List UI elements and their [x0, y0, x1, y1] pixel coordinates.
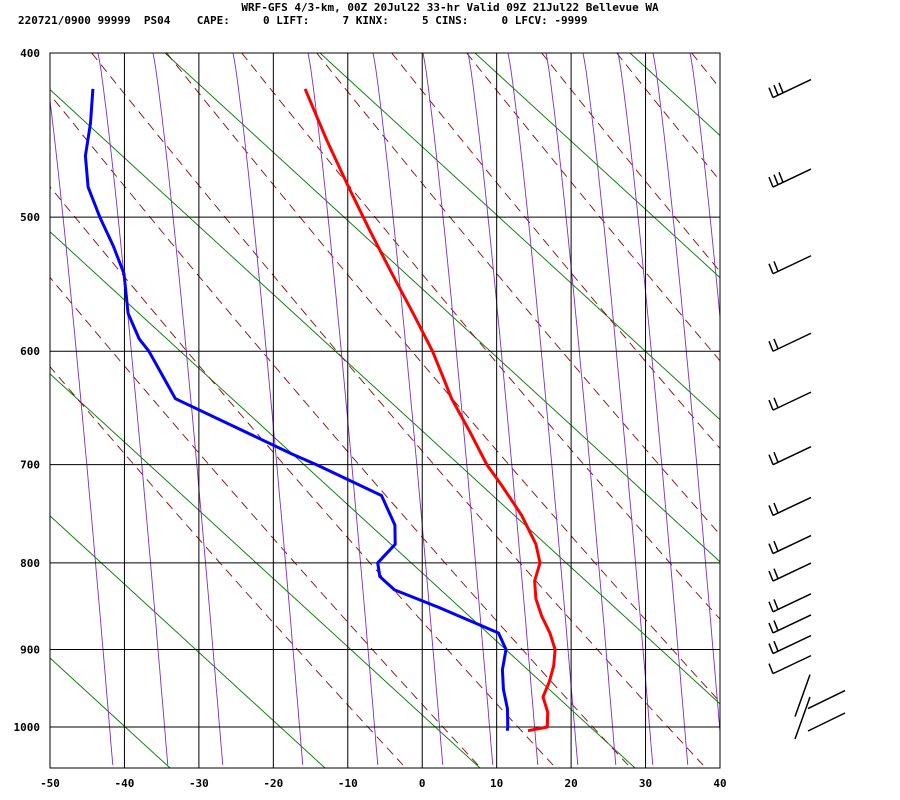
wind-barb: [768, 168, 812, 188]
y-tick-label: 900: [20, 643, 40, 656]
mixing-ratio-line: [50, 89, 720, 705]
stability-indices-line: 220721/0900 99999 PS04 CAPE: 0 LIFT: 7 K…: [18, 14, 588, 27]
moist-adiabat-line: [422, 53, 494, 766]
dry-adiabat-line: [466, 53, 720, 362]
x-tick-label: -50: [40, 777, 60, 790]
dry-adiabat-line: [541, 53, 720, 273]
moist-adiabat-line: [307, 53, 379, 766]
moist-adiabat-line: [372, 53, 444, 766]
y-tick-label: 600: [20, 345, 40, 358]
y-tick-label: 1000: [14, 721, 41, 734]
x-tick-label: -20: [263, 777, 283, 790]
dry-adiabat-line: [616, 53, 720, 182]
y-tick-label: 700: [20, 459, 40, 472]
wind-barb: [768, 332, 812, 352]
moist-adiabat-line: [467, 53, 539, 766]
wind-barb: [768, 614, 812, 634]
dry-adiabat-line: [91, 53, 704, 766]
x-tick-label: -30: [189, 777, 209, 790]
wind-barb: [768, 78, 812, 99]
moist-adiabat-line: [152, 53, 224, 766]
wind-barb: [768, 634, 812, 655]
mixing-ratio-line: [50, 515, 326, 768]
y-tick-label: 400: [20, 47, 40, 60]
dry-adiabat-line: [241, 53, 720, 620]
moist-adiabat-line: [689, 53, 720, 322]
y-tick-label: 500: [20, 211, 40, 224]
wind-barb-column: [768, 78, 846, 740]
dry-adiabat-line: [50, 365, 404, 766]
moist-adiabat-line: [617, 53, 689, 766]
wind-barb: [768, 496, 812, 517]
wind-barb: [768, 593, 812, 613]
moist-adiabat-line: [97, 53, 169, 766]
wind-barb: [768, 391, 812, 411]
mixing-ratio-line: [0, 53, 15, 768]
mixing-ratio-line: [50, 231, 636, 768]
moist-adiabat-line: [545, 53, 617, 766]
mixing-ratio-line: [629, 53, 720, 137]
mixing-ratio-line: [785, 53, 900, 768]
dry-adiabat-line: [166, 53, 720, 703]
dry-adiabat-line: [391, 53, 720, 450]
dry-adiabat-line: [691, 53, 720, 90]
dry-adiabat-line: [50, 186, 554, 766]
wind-barb: [794, 674, 846, 717]
dry-adiabat-line: [767, 53, 900, 765]
x-tick-label: -40: [115, 777, 135, 790]
x-tick-label: 10: [490, 777, 503, 790]
mixing-ratio-line: [319, 53, 720, 421]
temperature-profile-line: [303, 88, 557, 733]
moist-adiabat-line: [50, 97, 114, 766]
dewpoint-profile-line: [83, 88, 510, 731]
x-tick-label: -10: [338, 777, 358, 790]
moist-adiabat-line: [652, 53, 720, 738]
wind-barb: [768, 654, 812, 675]
sounding-profiles: [83, 88, 557, 733]
x-tick-label: 40: [713, 777, 726, 790]
x-tick-label: 20: [564, 777, 577, 790]
dry-adiabat-line: [50, 93, 629, 766]
grid-lines: [50, 53, 720, 768]
moist-adiabat-line: [232, 53, 304, 766]
dry-adiabat-line: [316, 53, 720, 536]
x-tick-label: 0: [419, 777, 426, 790]
wind-barb: [768, 534, 812, 555]
mixing-ratio-line: [164, 53, 720, 563]
wind-barb: [768, 445, 812, 466]
plot-frame: [49, 52, 721, 769]
wind-barb: [794, 696, 846, 740]
dry-adiabat-line: [842, 53, 900, 765]
wind-barb: [768, 562, 812, 582]
dry-adiabat-line: [50, 276, 479, 766]
x-tick-label: 30: [639, 777, 652, 790]
axis-tick-labels: -50 -40 -30 -20 -10 0 10 20 30 40 400 500 600 700 800 9…: [14, 47, 727, 790]
adiabat-lines: [0, 53, 900, 768]
mixing-ratio-line: [474, 53, 720, 279]
y-tick-label: 800: [20, 557, 40, 570]
chart-title: WRF-GFS 4/3-km, 00Z 20Jul22 33-hr Valid …: [241, 1, 659, 14]
wind-barb: [768, 255, 812, 275]
moist-adiabat-line: [582, 53, 654, 766]
moist-adiabat-line: [507, 53, 579, 766]
mixing-ratio-line: [50, 373, 481, 768]
